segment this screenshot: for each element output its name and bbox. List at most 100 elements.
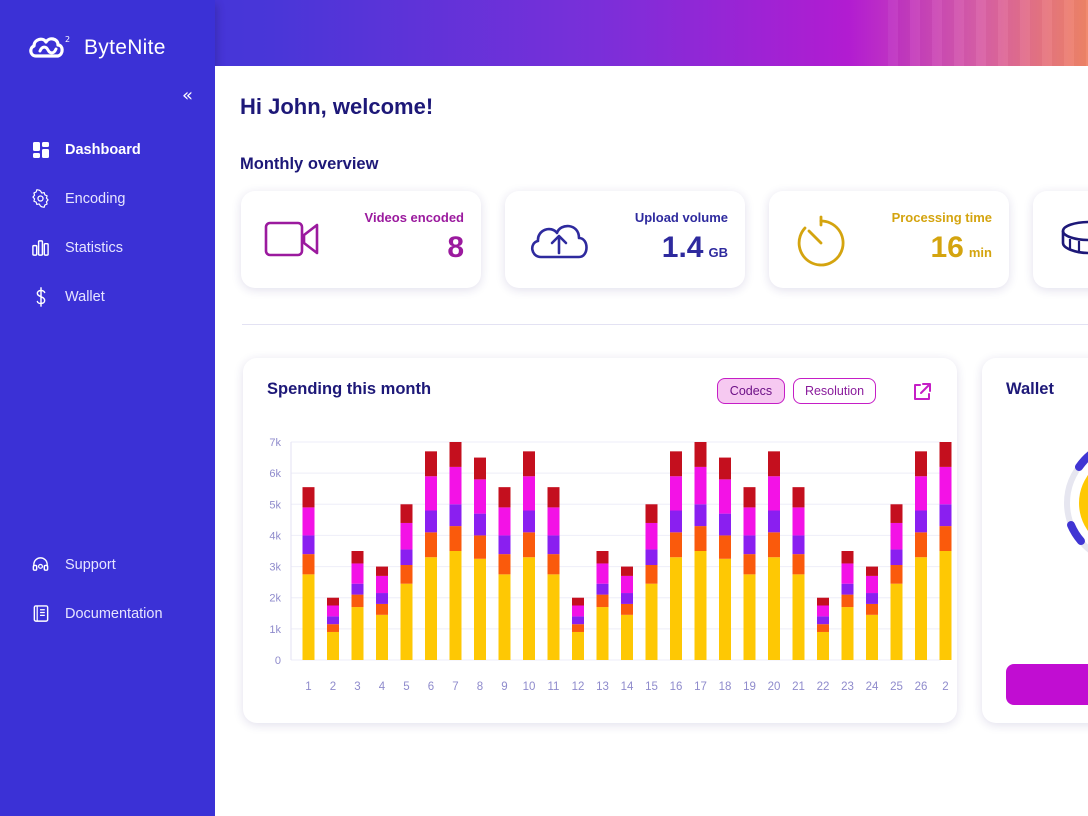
bar-segment[interactable] [866,614,878,660]
bar-segment[interactable] [645,522,658,550]
bar-segment[interactable] [670,532,682,558]
bar-segment[interactable] [449,504,462,527]
bar-segment[interactable] [719,513,731,536]
bar-segment[interactable] [817,616,829,625]
bar-segment[interactable] [694,504,707,527]
bar-segment[interactable] [302,554,315,575]
filter-codecs-button[interactable]: Codecs [717,378,785,404]
bar-segment[interactable] [817,624,829,632]
bar-segment[interactable] [449,551,462,660]
bar-segment[interactable] [547,574,560,660]
sidebar-item-wallet[interactable]: Wallet [30,286,105,307]
bar-segment[interactable] [351,583,364,595]
bar-segment[interactable] [939,466,952,505]
stat-card-processing[interactable]: Processing time 16 min [769,191,1009,288]
bar-segment[interactable] [768,557,780,660]
bar-segment[interactable] [866,593,878,604]
bar-segment[interactable] [817,631,829,660]
bar-segment[interactable] [351,594,364,608]
sidebar-item-dashboard[interactable]: Dashboard [30,139,141,160]
bar-segment[interactable] [449,442,462,467]
bar-segment[interactable] [449,526,462,551]
bar-segment[interactable] [768,532,780,558]
bar-segment[interactable] [915,532,927,558]
bar-segment[interactable] [621,614,633,660]
wallet-action-button[interactable] [1006,664,1088,705]
bar-segment[interactable] [474,479,486,514]
bar-segment[interactable] [841,563,854,584]
bar-segment[interactable] [743,507,756,536]
bar-segment[interactable] [866,575,878,594]
bar-segment[interactable] [621,566,633,576]
bar-segment[interactable] [376,603,388,615]
bar-segment[interactable] [572,624,584,632]
bar-segment[interactable] [890,549,903,566]
bar-segment[interactable] [768,451,780,477]
open-chart-button[interactable] [911,381,933,403]
bar-segment[interactable] [596,607,609,660]
bar-segment[interactable] [792,507,805,536]
bar-segment[interactable] [719,457,731,480]
bar-segment[interactable] [425,451,437,477]
stat-card-upload[interactable]: Upload volume 1.4 GB [505,191,745,288]
bar-segment[interactable] [890,522,903,550]
bar-segment[interactable] [572,631,584,660]
bar-segment[interactable] [719,535,731,559]
bar-segment[interactable] [449,466,462,505]
bar-segment[interactable] [792,535,805,555]
bar-segment[interactable] [302,535,315,555]
bar-segment[interactable] [596,594,609,608]
bar-segment[interactable] [327,616,339,625]
bar-segment[interactable] [621,593,633,604]
bar-segment[interactable] [474,457,486,480]
bar-segment[interactable] [474,535,486,559]
bar-segment[interactable] [523,451,535,477]
bar-segment[interactable] [596,583,609,595]
bar-segment[interactable] [302,507,315,536]
sidebar-item-support[interactable]: Support [30,554,116,575]
bar-segment[interactable] [719,558,731,660]
bar-segment[interactable] [498,535,511,555]
bar-segment[interactable] [890,565,903,584]
bar-segment[interactable] [792,554,805,575]
bar-segment[interactable] [743,535,756,555]
sidebar-item-encoding[interactable]: Encoding [30,188,125,209]
bar-segment[interactable] [841,594,854,608]
bar-segment[interactable] [327,597,339,606]
bar-segment[interactable] [694,442,707,467]
stat-card-videos[interactable]: Videos encoded 8 [241,191,481,288]
bar-segment[interactable] [670,476,682,511]
bar-segment[interactable] [939,442,952,467]
bar-segment[interactable] [792,487,805,508]
bar-segment[interactable] [939,526,952,551]
bar-segment[interactable] [351,607,364,660]
bar-segment[interactable] [400,565,413,584]
bar-segment[interactable] [400,549,413,566]
stat-card-coins[interactable] [1033,191,1088,288]
bar-segment[interactable] [743,574,756,660]
bar-segment[interactable] [302,487,315,508]
bar-segment[interactable] [523,532,535,558]
bar-segment[interactable] [621,575,633,594]
bar-segment[interactable] [694,526,707,551]
bar-segment[interactable] [327,605,339,617]
bar-segment[interactable] [523,476,535,511]
bar-segment[interactable] [474,558,486,660]
bar-segment[interactable] [890,504,903,523]
bar-segment[interactable] [351,551,364,564]
bar-segment[interactable] [915,451,927,477]
bar-segment[interactable] [547,487,560,508]
bar-segment[interactable] [670,510,682,533]
bar-segment[interactable] [915,510,927,533]
bar-segment[interactable] [302,574,315,660]
bar-segment[interactable] [596,563,609,584]
bar-segment[interactable] [621,603,633,615]
bar-segment[interactable] [792,574,805,660]
app-logo[interactable]: 2 ByteNite [28,34,166,62]
bar-segment[interactable] [694,466,707,505]
bar-segment[interactable] [572,605,584,617]
bar-segment[interactable] [743,487,756,508]
bar-segment[interactable] [915,557,927,660]
bar-segment[interactable] [670,557,682,660]
bar-segment[interactable] [523,557,535,660]
